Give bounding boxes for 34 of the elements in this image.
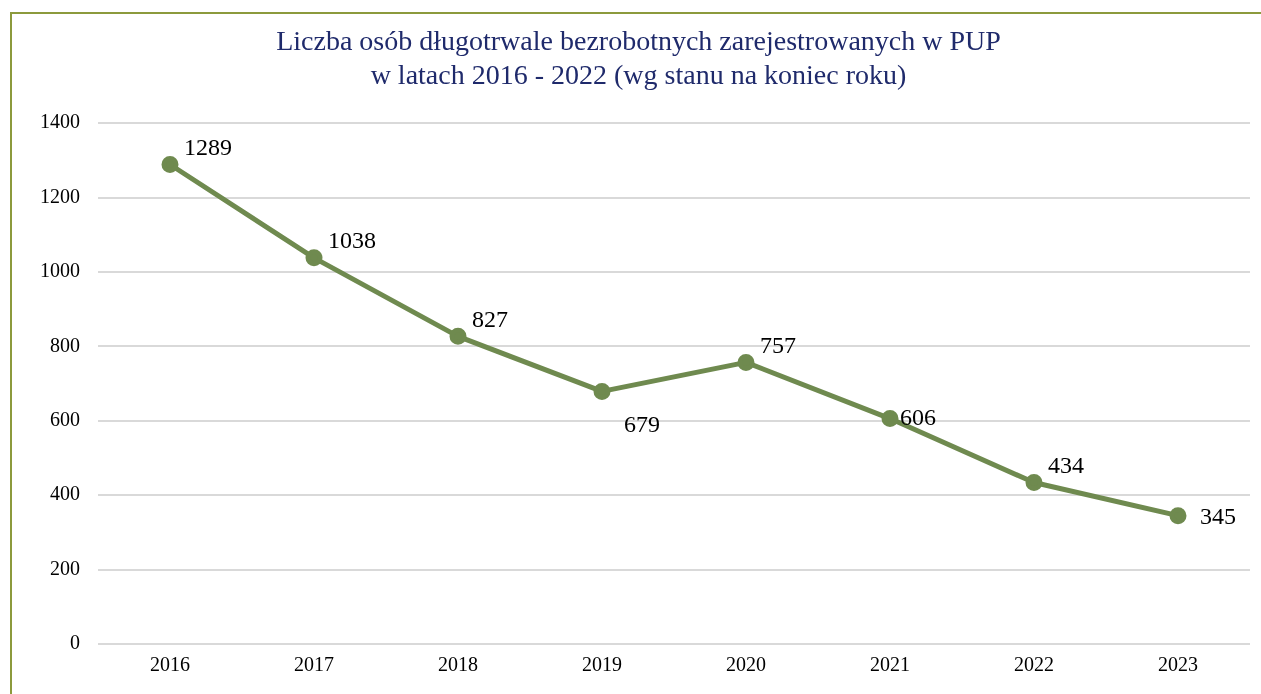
y-tick-label: 200 [50,556,80,579]
x-tick-label: 2017 [294,653,334,676]
data-label: 606 [900,403,936,430]
y-tick-label: 1200 [40,184,80,207]
data-label: 1289 [184,133,232,160]
data-label: 679 [624,410,660,437]
x-tick-label: 2020 [726,653,766,676]
text: w latach 2016 - 2022 (wg stanu na koniec roku) [370,58,907,90]
point [305,249,323,267]
y-tick-label: 1400 [40,110,80,133]
text: Liczba osób długotrwale bezrobotnych zarejestrowanych w PUP [276,25,1001,57]
data-label: 757 [760,331,796,358]
y-tick-label: 600 [50,408,80,431]
y-tick-label: 400 [50,482,80,505]
point [1025,474,1043,492]
y-tick-label: 1000 [40,259,80,282]
data-label: 434 [1048,451,1084,478]
x-tick-label: 2018 [438,653,478,676]
point [737,353,755,371]
point [1169,507,1187,525]
x-tick-label: 2023 [1158,653,1198,676]
point [161,155,179,173]
data-label: 827 [472,305,508,332]
point [881,410,899,428]
y-tick-label: 800 [50,333,80,356]
point [593,382,611,400]
x-tick-label: 2019 [582,653,622,676]
x-tick-label: 2021 [870,653,910,676]
y-tick-label: 0 [70,631,80,654]
point [449,327,467,345]
x-tick-label: 2022 [1014,653,1054,676]
data-label: 345 [1200,502,1236,529]
x-tick-label: 2016 [150,653,190,676]
data-label: 1038 [328,227,376,254]
